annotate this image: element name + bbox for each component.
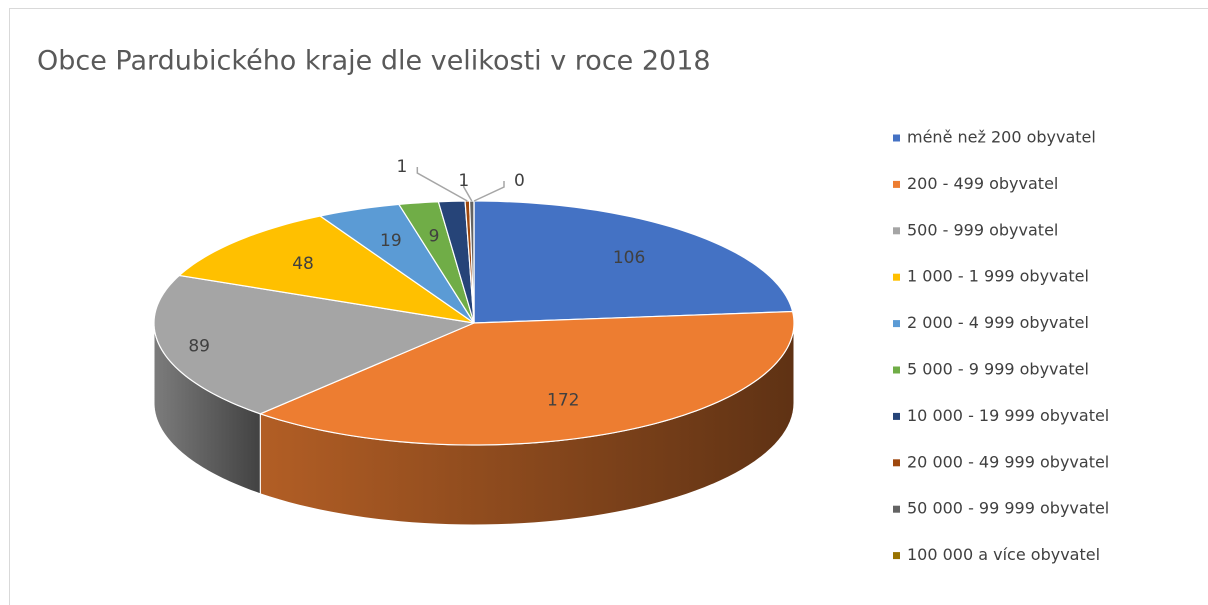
legend-swatch: [893, 273, 900, 281]
legend-label: 2 000 - 4 999 obyvatel: [907, 313, 1089, 332]
legend-swatch: [893, 459, 900, 467]
data-labels: 106 172 89 48 19 9 1 1 0: [188, 157, 645, 411]
data-label: 19: [380, 231, 402, 251]
pie-slice: [258, 310, 795, 446]
data-label: 89: [188, 336, 210, 356]
legend-label: 10 000 - 19 999 obyvatel: [907, 406, 1109, 425]
legend-label: 200 - 499 obyvatel: [907, 174, 1058, 193]
leader-line: [473, 181, 505, 202]
data-label: 1: [458, 171, 469, 191]
data-label: 9: [429, 226, 440, 246]
legend-label: 100 000 a více obyvatel: [907, 545, 1100, 564]
legend-swatch: [893, 180, 900, 188]
legend-swatch: [893, 134, 900, 142]
pie-slice: [397, 201, 475, 324]
legend-swatch: [893, 320, 900, 328]
legend-label: 5 000 - 9 999 obyvatel: [907, 360, 1089, 379]
legend-swatch: [893, 412, 900, 420]
pie-slice: [153, 274, 477, 415]
pie-slice: [318, 203, 475, 324]
chart-title: Obce Pardubického kraje dle velikosti v …: [37, 46, 711, 77]
legend-swatch: [893, 505, 900, 513]
leader-line: [463, 181, 473, 202]
pie-tops: [153, 200, 795, 446]
data-label: 48: [292, 254, 314, 274]
legend-label: méně než 200 obyvatel: [907, 128, 1096, 147]
legend-label: 500 - 999 obyvatel: [907, 220, 1058, 239]
data-label: 1: [396, 157, 407, 177]
leader-line: [416, 167, 468, 202]
legend-label: 1 000 - 1 999 obyvatel: [907, 267, 1089, 286]
legend-swatch: [893, 552, 900, 560]
pie-slice: [473, 200, 794, 324]
legend-swatch: [893, 227, 900, 235]
legend: méně než 200 obyvatel 200 - 499 obyvatel 5…: [893, 128, 1109, 564]
data-label: 172: [547, 391, 579, 411]
legend-label: 20 000 - 49 999 obyvatel: [907, 452, 1109, 471]
pie-slice: [177, 215, 475, 324]
data-label: 0: [514, 171, 525, 191]
legend-swatch: [893, 366, 900, 374]
data-label: 106: [613, 248, 645, 268]
legend-label: 50 000 - 99 999 obyvatel: [907, 499, 1109, 518]
